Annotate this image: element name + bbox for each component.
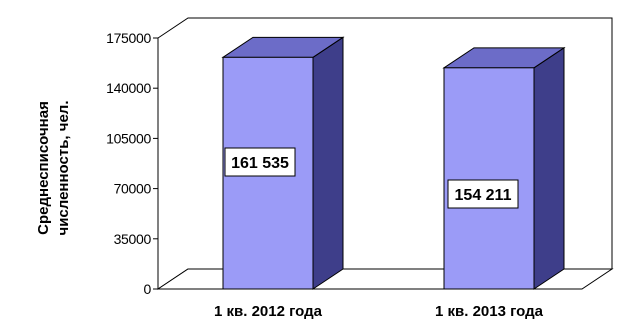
y-tick-label: 140000 bbox=[106, 80, 151, 96]
data-label: 154 211 bbox=[455, 187, 512, 204]
x-category-label: 1 кв. 2013 года bbox=[435, 303, 544, 320]
y-tick-label: 175000 bbox=[106, 30, 151, 46]
bar-side bbox=[312, 36, 344, 290]
data-label: 161 535 bbox=[231, 155, 289, 172]
y-axis-title-line-1: Среднесписочная bbox=[35, 101, 52, 235]
bar-group: 161 535 bbox=[221, 36, 345, 290]
bar-group: 154 211 bbox=[442, 46, 566, 290]
data-label-box bbox=[224, 147, 296, 177]
x-category-label: 1 кв. 2012 года bbox=[214, 303, 323, 320]
y-axis-title-line-2: численность, чел. bbox=[55, 100, 72, 235]
bars: 161 535 154 211 bbox=[221, 36, 566, 290]
bar-side bbox=[533, 46, 565, 290]
y-axis-title: Среднесписочная численность, чел. bbox=[35, 100, 72, 235]
data-label-box bbox=[447, 179, 519, 209]
y-tick-label: 70000 bbox=[114, 181, 152, 197]
y-tick-label: 105000 bbox=[106, 130, 151, 146]
y-axis-ticks: 0 35000 70000 105000 140000 175000 bbox=[106, 30, 158, 297]
bar bbox=[443, 67, 535, 290]
category-labels: 1 кв. 2012 года 1 кв. 2013 года bbox=[214, 303, 544, 320]
y-tick-label: 35000 bbox=[114, 231, 152, 247]
y-tick-label: 0 bbox=[144, 281, 152, 297]
